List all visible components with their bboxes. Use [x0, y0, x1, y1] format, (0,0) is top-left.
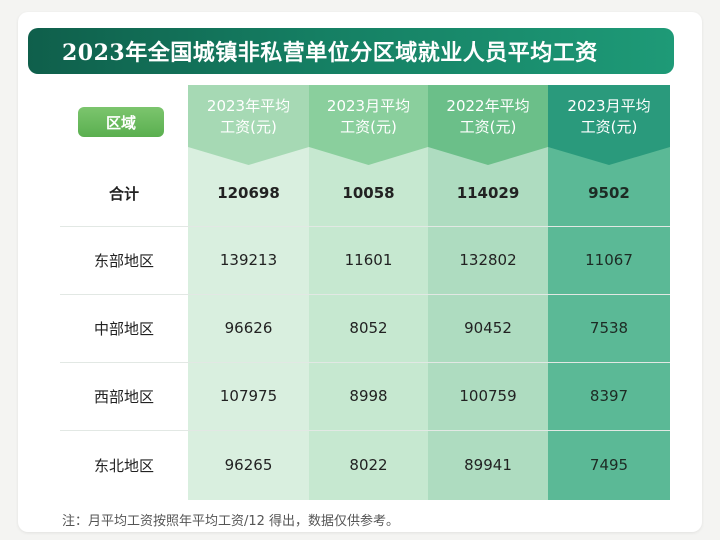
column-header-line2: 工资(元) — [220, 118, 277, 136]
table-column-4: 2023月平均 工资(元) 9502 11067 7538 8397 7495 — [548, 85, 670, 500]
row-divider — [60, 226, 670, 227]
table-cell: 8998 — [349, 387, 388, 405]
table-cell: 120698 — [217, 184, 280, 202]
table-cell: 114029 — [456, 184, 520, 202]
table-cell: 7495 — [589, 456, 629, 474]
row-label: 东北地区 — [93, 456, 154, 475]
row-label: 西部地区 — [93, 387, 154, 406]
table-column-3: 2022年平均 工资(元) 114029 132802 90452 100759 89941 — [428, 85, 548, 500]
table-cell: 139213 — [219, 251, 278, 269]
table-cell: 10058 — [342, 184, 395, 202]
row-label: 中部地区 — [93, 319, 154, 338]
column-header-line1: 2023月平均 — [326, 97, 411, 115]
column-header-line1: 2022年平均 — [446, 97, 530, 115]
table-cell: 107975 — [219, 387, 278, 405]
column-header: 2023月平均 工资(元) — [548, 85, 670, 147]
column-header-line2: 工资(元) — [340, 118, 397, 136]
row-label: 合计 — [108, 184, 139, 203]
row-divider — [60, 362, 670, 363]
column-header: 2023年平均 工资(元) — [188, 85, 309, 147]
column-header: 2023月平均 工资(元) — [309, 85, 428, 147]
row-label: 东部地区 — [93, 251, 154, 270]
column-header-line2: 工资(元) — [580, 118, 638, 136]
row-divider — [60, 294, 670, 295]
table-cell: 8052 — [349, 319, 388, 337]
table-column-2: 2023月平均 工资(元) 10058 11601 8052 8998 8022 — [309, 85, 428, 500]
row-divider — [60, 430, 670, 431]
table-cell: 132802 — [459, 251, 517, 269]
column-header: 2022年平均 工资(元) — [428, 85, 548, 147]
column-header-line1: 2023年平均 — [206, 97, 291, 115]
table-cell: 8022 — [349, 456, 388, 474]
footnote: 注：月平均工资按照年平均工资/12 得出，数据仅供参考。 — [62, 514, 400, 529]
table-cell: 11067 — [585, 251, 633, 269]
table-cell: 11601 — [344, 251, 393, 269]
table-cell: 100759 — [459, 387, 517, 405]
table-cell: 89941 — [464, 456, 512, 474]
table-column-1: 2023年平均 工资(元) 120698 139213 96626 107975 96265 — [188, 85, 309, 500]
table-cell: 7538 — [589, 319, 629, 337]
table-cell: 9502 — [588, 184, 630, 202]
column-header-line1: 2023月平均 — [567, 97, 651, 115]
table-cell: 90452 — [464, 319, 512, 337]
region-header: 区域 — [78, 107, 164, 137]
column-header-line2: 工资(元) — [459, 118, 517, 136]
table-cell: 8397 — [589, 387, 629, 405]
table-cell: 96626 — [224, 319, 273, 337]
table-cell: 96265 — [224, 456, 273, 474]
page-title: 2023年全国城镇非私营单位分区域就业人员平均工资 — [28, 28, 674, 74]
